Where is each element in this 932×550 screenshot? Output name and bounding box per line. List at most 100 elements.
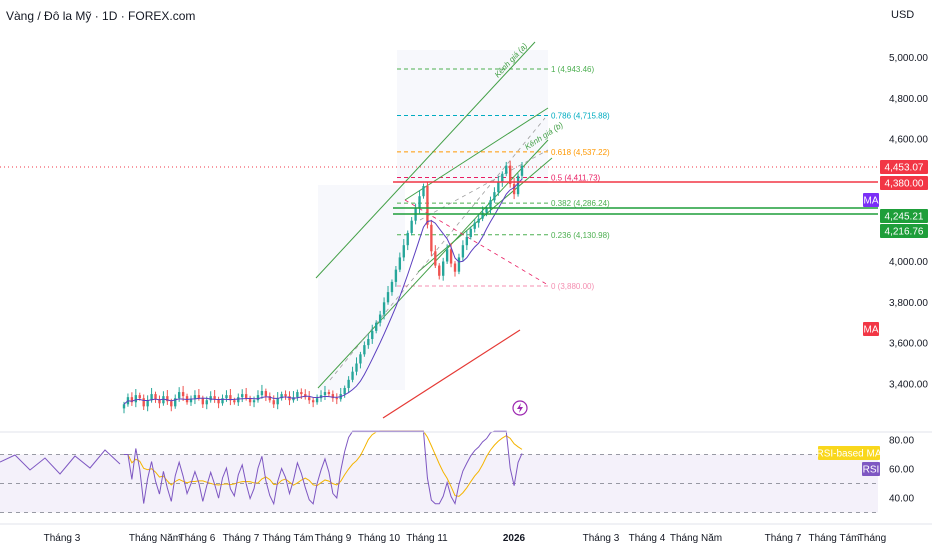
candle-body [181, 392, 185, 397]
y-tick-label: 4,600.00 [889, 135, 928, 146]
candle-body [193, 395, 197, 400]
candle-body [311, 400, 315, 403]
fib-level-label: 0 (3,880.00) [551, 282, 594, 291]
candle-body [355, 363, 358, 372]
candle-body [363, 345, 366, 355]
x-tick-label: Tháng Năm [670, 533, 722, 544]
rsi-badge-label: RSI [863, 465, 880, 476]
rsi-ma-line [124, 430, 523, 497]
candle-body [221, 398, 224, 404]
ma-badge [863, 193, 879, 207]
candle-body [177, 392, 181, 399]
candle-body [481, 212, 484, 219]
candle-body [375, 322, 378, 331]
candle-body [351, 371, 354, 380]
candle-body [445, 249, 449, 262]
candle-body [300, 392, 303, 395]
candle-body [142, 398, 145, 407]
y-tick-label: 4,800.00 [889, 94, 928, 105]
fib-level-label: 1 (4,943.46) [551, 65, 594, 74]
candle-body [331, 394, 335, 399]
candle-body [398, 257, 402, 270]
candle-body [508, 165, 512, 184]
candle-body [154, 394, 157, 400]
candle-body [469, 228, 472, 238]
fib-level-label: 0.786 (4,715.88) [551, 111, 610, 120]
rsi-ma-badge-label: RSI-based MA [816, 449, 881, 460]
candle-body [497, 181, 500, 193]
candle-body [406, 232, 409, 246]
x-tick-label: Tháng 10 [358, 533, 401, 544]
fib-zone [397, 50, 548, 183]
candle-body [465, 237, 469, 246]
channel-zone [318, 185, 405, 390]
x-tick-label: Tháng 9 [315, 533, 352, 544]
candle-body [197, 395, 201, 399]
channel-midline [329, 117, 546, 381]
rsi-line [124, 430, 523, 506]
candle-body [201, 398, 204, 405]
y-tick-label: 5,000.00 [889, 53, 928, 64]
candle-body [209, 396, 212, 401]
candle-body [489, 200, 492, 209]
candle-body [229, 395, 232, 401]
candle-body [359, 354, 362, 364]
candle-body [225, 395, 228, 399]
candle-body [217, 399, 220, 404]
ma-badge [863, 322, 879, 336]
x-tick-label: Tháng Tám [809, 533, 860, 544]
candle-body [170, 401, 173, 407]
candle-body [438, 265, 441, 276]
rsi-band [0, 483, 878, 513]
price-badge [880, 209, 928, 223]
rsi-tick-label: 40.00 [889, 494, 914, 505]
candle-body [493, 192, 496, 201]
candle-body [327, 392, 331, 395]
candle-body [174, 398, 177, 407]
candle-body [264, 391, 268, 397]
x-tick-label: Tháng 3 [44, 533, 81, 544]
candle-body [296, 392, 299, 398]
candle-body [453, 263, 457, 272]
candle-body [390, 281, 394, 293]
candle-body [434, 251, 437, 266]
price-badge [880, 176, 928, 190]
candle-body [304, 394, 307, 398]
rsi-badge [862, 462, 880, 476]
candle-body [252, 400, 256, 403]
candle-body [272, 400, 275, 405]
candle-body [335, 398, 338, 400]
ma-slow-line [382, 329, 521, 419]
candle-body [122, 404, 126, 409]
candle-body [260, 391, 264, 396]
rsi-tick-label: 60.00 [889, 465, 914, 476]
ma-badge-label: MA [864, 196, 879, 207]
chart-title: Vàng / Đô la Mỹ · 1D · FOREX.com [6, 9, 196, 23]
fib-level-label: 0.236 (4,130.98) [551, 231, 610, 240]
candle-body [473, 222, 476, 229]
x-tick-label: Tháng 6 [179, 533, 216, 544]
candle-body [367, 339, 370, 346]
x-tick-label: Tháng Tám [263, 533, 314, 544]
candle-body [477, 218, 480, 223]
x-tick-label: Tháng 11 [406, 533, 448, 544]
y-tick-label: 3,600.00 [889, 339, 928, 350]
candle-body [205, 400, 208, 405]
candle-body [442, 261, 445, 276]
y-tick-label: 3,800.00 [889, 298, 928, 309]
candle-body [378, 314, 382, 323]
candle-body [134, 395, 138, 403]
fib-level-label: 0.618 (4,537.22) [551, 148, 610, 157]
candle-body [426, 186, 429, 225]
candle-body [410, 220, 413, 233]
candle-body [130, 397, 134, 403]
candle-body [166, 396, 169, 402]
channel-b-lower [417, 157, 553, 273]
fib-level-label: 0.382 (4,286.24) [551, 199, 610, 208]
channel-b-upper [404, 107, 549, 201]
lightning-icon-glyph [517, 403, 523, 413]
candle-body [233, 400, 236, 403]
candle-body [308, 397, 311, 401]
candle-body [323, 392, 327, 396]
